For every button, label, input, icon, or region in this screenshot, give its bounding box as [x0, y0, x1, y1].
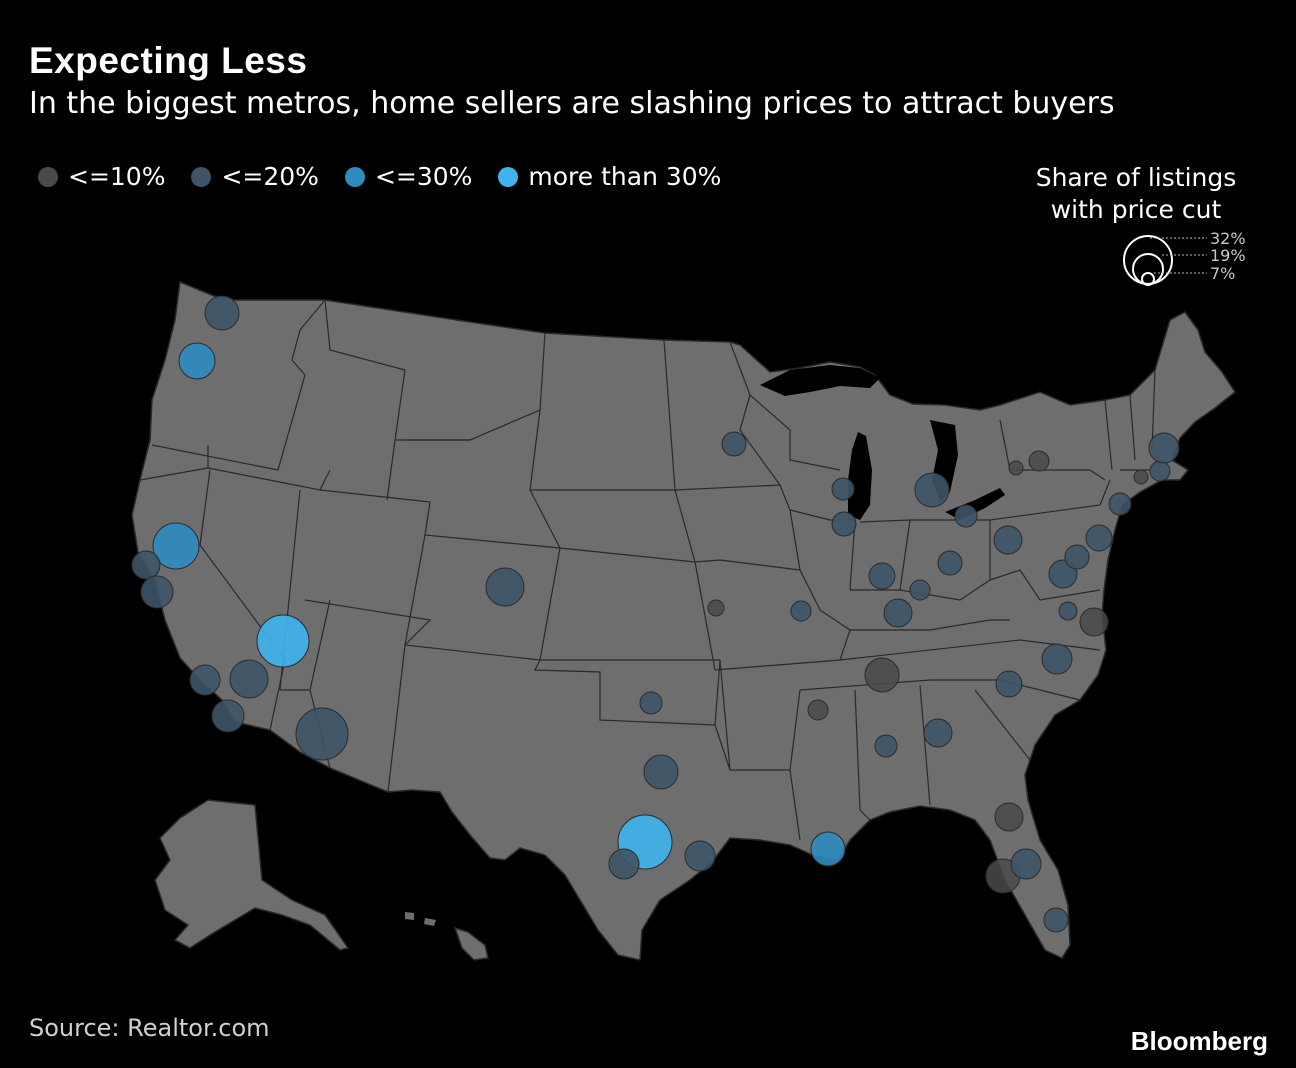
legend-label-1: <=10%	[68, 162, 166, 191]
metro-bubble	[639, 691, 663, 715]
metro-bubble	[807, 699, 829, 721]
metro-bubble	[211, 699, 245, 733]
metro-bubble	[1079, 607, 1109, 637]
metro-bubble	[608, 848, 640, 880]
size-label-medium: 19%	[1210, 246, 1246, 265]
chart-subtitle: In the biggest metros, home sellers are …	[29, 86, 1115, 121]
metro-bubble	[140, 575, 174, 609]
chart-title: Expecting Less	[29, 40, 308, 81]
lake-superior	[760, 365, 880, 396]
hawaii-shape	[453, 926, 489, 961]
metro-bubble	[152, 522, 200, 570]
size-legend-title: Share of listings with price cut	[1016, 162, 1256, 226]
metro-bubble	[1149, 460, 1171, 482]
state-borders	[139, 299, 1161, 841]
metro-bubble	[810, 831, 846, 867]
metro-bubble	[189, 664, 221, 696]
metro-bubble	[485, 567, 525, 607]
metro-bubble	[1041, 643, 1073, 675]
metro-bubbles	[131, 295, 1180, 933]
metro-bubble	[993, 525, 1023, 555]
legend-item-4: more than 30%	[498, 162, 721, 191]
metro-bubble	[1133, 469, 1149, 485]
bloomberg-logo: Bloomberg	[1130, 1026, 1268, 1056]
metro-bubble	[923, 718, 953, 748]
metro-bubble	[994, 802, 1024, 832]
metro-bubble	[1108, 492, 1132, 516]
metro-bubble	[131, 550, 161, 580]
metro-bubble	[204, 295, 240, 331]
metro-bubble	[1008, 460, 1024, 476]
metro-bubble	[831, 477, 855, 501]
source-note: Source: Realtor.com	[29, 1014, 270, 1042]
legend-item-1: <=10%	[38, 162, 165, 191]
legend-dot-1	[38, 166, 58, 187]
metro-bubble	[1148, 432, 1180, 464]
size-label-large: 32%	[1210, 229, 1246, 248]
legend-label-3: <=30%	[374, 162, 473, 191]
hawaii-islands	[405, 912, 436, 926]
metro-bubble	[937, 550, 963, 576]
legend-dot-3	[344, 166, 365, 187]
size-label-small: 7%	[1210, 264, 1235, 283]
metro-bubble	[1085, 524, 1113, 552]
metro-bubble	[868, 562, 896, 590]
metro-bubble	[790, 600, 812, 622]
size-circle-small	[1141, 272, 1155, 286]
land-shapes	[131, 280, 1236, 961]
legend-dot-2	[191, 166, 212, 187]
legend-item-2: <=20%	[191, 162, 319, 191]
metro-bubble	[864, 657, 900, 693]
metro-bubble	[1010, 848, 1042, 880]
legend-dot-4	[498, 166, 519, 187]
alaska-shape	[154, 799, 350, 951]
color-legend: <=10% <=20% <=30% more than 30%	[38, 162, 747, 191]
metro-bubble	[295, 707, 349, 761]
metro-bubble	[954, 504, 978, 528]
metro-bubble	[1028, 450, 1050, 472]
lake-michigan	[848, 432, 872, 520]
metro-bubble	[1043, 907, 1069, 933]
metro-bubble	[874, 734, 898, 758]
metro-bubble	[178, 342, 216, 380]
metro-bubble	[229, 659, 269, 699]
size-legend-title-line2: with price cut	[1050, 195, 1222, 224]
size-legend-title-line1: Share of listings	[1035, 163, 1237, 192]
metro-bubble	[256, 614, 310, 668]
size-legend: 32% 19% 7%	[1123, 229, 1246, 286]
size-circle-large	[1123, 235, 1173, 285]
metro-bubble	[707, 599, 725, 617]
legend-label-4: more than 30%	[528, 162, 722, 191]
legend-item-3: <=30%	[344, 162, 473, 191]
metro-bubble	[914, 472, 950, 508]
metro-bubble	[831, 511, 857, 537]
metro-bubble	[721, 431, 747, 457]
contiguous-us-shape	[131, 280, 1236, 961]
metro-bubble	[883, 598, 913, 628]
metro-bubble	[643, 754, 679, 790]
metro-bubble	[1058, 601, 1078, 621]
metro-bubble	[995, 670, 1023, 698]
metro-bubble	[684, 840, 716, 872]
metro-bubble	[909, 579, 931, 601]
legend-label-2: <=20%	[221, 162, 319, 191]
size-circle-medium	[1132, 253, 1164, 285]
metro-bubble	[1064, 544, 1090, 570]
